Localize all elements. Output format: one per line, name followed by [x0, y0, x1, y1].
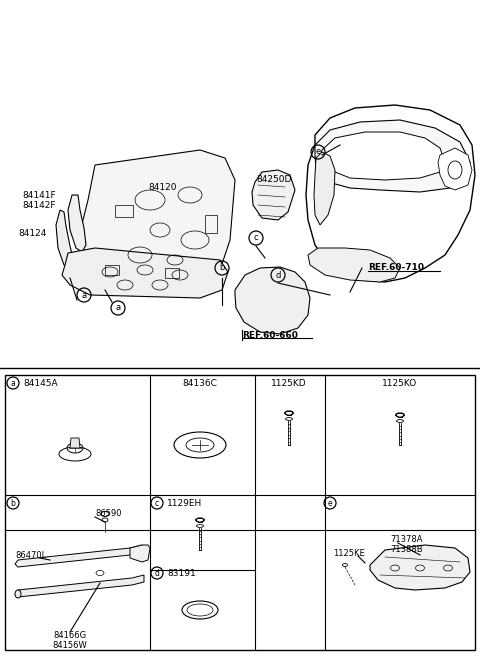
- Text: 86590: 86590: [95, 508, 121, 518]
- Text: 1125KE: 1125KE: [333, 548, 365, 558]
- Text: 84124: 84124: [18, 228, 47, 237]
- Polygon shape: [438, 148, 472, 190]
- Polygon shape: [62, 248, 228, 298]
- Bar: [165, 268, 179, 278]
- Text: c: c: [254, 234, 258, 243]
- Text: d: d: [276, 270, 281, 279]
- Polygon shape: [252, 170, 295, 220]
- Text: 71378A: 71378A: [390, 535, 422, 544]
- Text: e: e: [315, 148, 321, 157]
- Bar: [115, 205, 133, 217]
- Text: a: a: [82, 291, 86, 300]
- Ellipse shape: [15, 590, 21, 598]
- Text: 84166G: 84166G: [53, 630, 86, 640]
- Text: b: b: [11, 499, 15, 508]
- Polygon shape: [315, 120, 470, 192]
- Text: 84156W: 84156W: [53, 640, 87, 649]
- Polygon shape: [15, 545, 142, 567]
- Text: 84136C: 84136C: [182, 379, 217, 388]
- Text: 1125KO: 1125KO: [383, 379, 418, 388]
- Polygon shape: [314, 152, 335, 225]
- Polygon shape: [130, 545, 150, 562]
- Polygon shape: [56, 210, 74, 270]
- Polygon shape: [308, 248, 400, 282]
- Text: 84145A: 84145A: [23, 379, 58, 388]
- Text: 1129EH: 1129EH: [167, 499, 202, 508]
- Polygon shape: [306, 105, 475, 282]
- Polygon shape: [235, 267, 310, 334]
- Polygon shape: [70, 438, 80, 448]
- Polygon shape: [5, 375, 475, 650]
- Text: 1125KD: 1125KD: [271, 379, 307, 388]
- Polygon shape: [370, 545, 470, 590]
- Text: 83191: 83191: [167, 569, 196, 577]
- Text: REF.60-710: REF.60-710: [368, 264, 424, 272]
- Text: REF.60-660: REF.60-660: [242, 331, 298, 340]
- Polygon shape: [68, 195, 86, 252]
- Text: a: a: [11, 379, 15, 388]
- Text: 84250D: 84250D: [256, 176, 291, 184]
- Text: e: e: [328, 499, 332, 508]
- Polygon shape: [15, 575, 144, 597]
- Text: 86470L: 86470L: [15, 550, 46, 560]
- Text: 84142F: 84142F: [22, 201, 56, 209]
- Text: d: d: [155, 569, 159, 577]
- Bar: [205, 215, 217, 233]
- Polygon shape: [78, 150, 235, 290]
- Text: 84141F: 84141F: [22, 190, 56, 199]
- Text: a: a: [115, 304, 120, 312]
- Text: 71388B: 71388B: [390, 546, 422, 554]
- Text: b: b: [219, 264, 225, 272]
- Text: c: c: [155, 499, 159, 508]
- Polygon shape: [320, 132, 445, 180]
- Bar: [105, 265, 119, 275]
- Text: 84120: 84120: [148, 184, 177, 192]
